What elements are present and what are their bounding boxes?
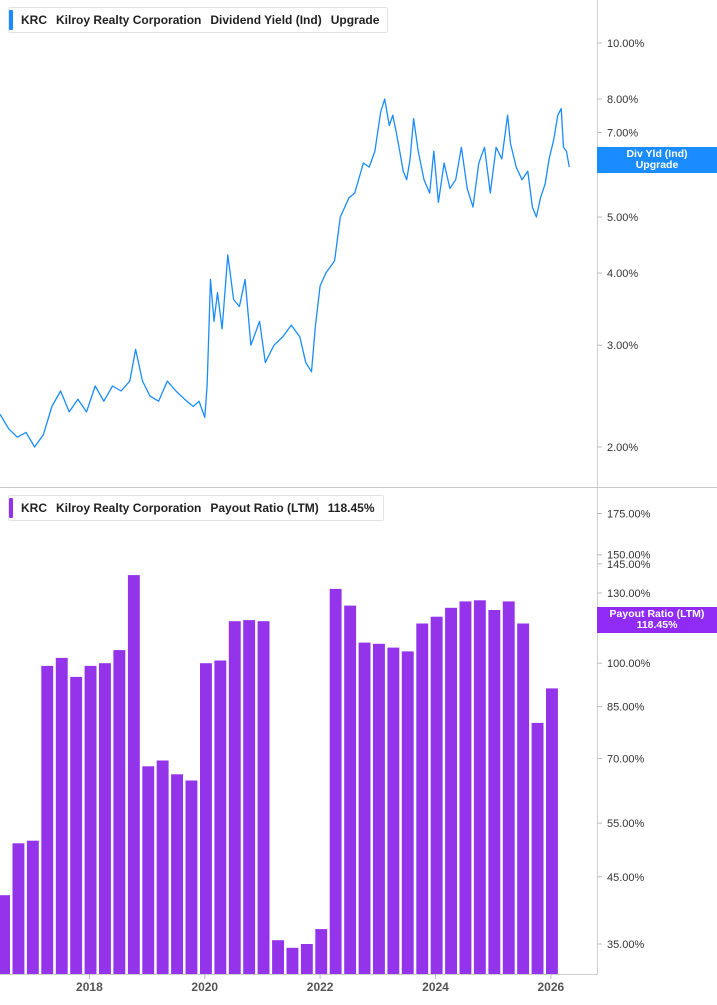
payout-ratio-bar [185,780,198,974]
payout-ratio-bar [84,665,97,974]
y-tick-label: 7.00% [607,128,638,140]
flag-title: Div Yld (Ind) [626,148,688,160]
dividend-yield-legend[interactable]: KRC Kilroy Realty Corporation Dividend Y… [8,7,389,33]
payout-ratio-bar [214,660,227,974]
dividend-yield-chart: 2.00% 3.00% 4.00% 5.00% 7.00% 8.00% 10.00% [0,0,645,488]
payout-ratio-bar [243,620,256,974]
y-tick-label: 2.00% [607,442,638,454]
company-name: Kilroy Realty Corporation [56,501,202,515]
payout-ratio-chart: 35.00% 45.00% 55.00% 70.00% 85.00% 100.00% 130… [0,488,651,994]
dividend-yield-line [0,98,570,448]
payout-ratio-bar [127,575,140,974]
y-tick-label: 145.00% [607,559,651,571]
flag-title: Payout Ratio (LTM) [609,608,705,620]
payout-ratio-bar [142,766,155,974]
payout-ratio-bar [502,601,515,974]
payout-ratio-bar [473,600,486,974]
payout-ratio-legend[interactable]: KRC Kilroy Realty Corporation Payout Rat… [8,495,384,521]
company-name: Kilroy Realty Corporation [56,13,202,27]
payout-ratio-bar [315,929,328,974]
x-tick-label: 2024 [422,980,449,994]
x-tick-label: 2018 [76,980,103,994]
payout-ratio-bar [12,843,25,974]
y-tick-label: 5.00% [607,212,638,224]
payout-ratio-bar [41,665,54,974]
payout-ratio-bar [171,774,183,974]
payout-ratio-bar [156,760,169,974]
payout-ratio-bar [228,621,241,974]
y-tick-label: 100.00% [607,658,651,670]
payout-ratio-bar [26,840,39,974]
ticker-label: KRC [21,13,47,27]
metric-name: Payout Ratio (LTM) [210,501,319,515]
payout-ratio-bar [430,616,443,974]
payout-ratio-bar [459,601,472,974]
metric-name: Dividend Yield (Ind) [210,13,322,27]
payout-ratio-bar [272,940,284,974]
y-tick-label: 175.00% [607,509,651,521]
y-tick-label: 45.00% [607,872,645,884]
payout-ratio-bar [113,650,126,974]
payout-ratio-bar [0,895,10,974]
payout-ratio-bar [55,657,68,974]
payout-ratio-bar [99,663,111,974]
y-tick-label: 4.00% [607,268,638,280]
y-tick-label: 35.00% [607,939,645,951]
payout-ratio-bar [531,722,544,974]
y-tick-label: 130.00% [607,588,651,600]
payout-ratio-bar [70,676,83,974]
payout-ratio-bar [401,651,414,974]
x-tick-label: 2020 [191,980,218,994]
x-tick-label: 2026 [538,980,565,994]
y-tick-label: 55.00% [607,818,645,830]
y-tick-label: 85.00% [607,702,645,714]
ticker-label: KRC [21,501,47,515]
y-tick-label: 3.00% [607,340,638,352]
payout-ratio-bar [300,944,313,974]
y-tick-label: 70.00% [607,754,645,766]
dividend-yield-value-flag[interactable]: Div Yld (Ind) Upgrade [597,147,717,173]
x-tick-label: 2022 [307,980,334,994]
panel-divider [0,487,717,488]
flag-value: Upgrade [635,159,679,171]
payout-ratio-bar [286,947,299,974]
series-color-swatch [9,498,13,518]
metric-value: 118.45% [327,501,375,515]
y-tick-label: 8.00% [607,94,638,106]
y-tick-label: 150.00% [607,550,651,562]
payout-ratio-bar [416,623,429,974]
series-color-swatch [9,10,13,30]
payout-ratio-bar [329,588,342,974]
payout-ratio-bar [488,610,501,974]
y-tick-label: 10.00% [607,38,645,50]
upgrade-link[interactable]: Upgrade [330,13,380,27]
payout-ratio-bar [517,623,530,974]
payout-ratio-bar [257,621,270,974]
payout-ratio-bar [358,642,371,974]
payout-ratio-bar [344,605,357,974]
flag-value: 118.45% [636,619,678,631]
payout-ratio-value-flag: Payout Ratio (LTM) 118.45% [597,607,717,633]
payout-ratio-bar [546,688,558,974]
payout-ratio-bar [387,647,400,974]
payout-ratio-bar [373,643,385,974]
payout-ratio-bar [445,607,457,974]
payout-ratio-bar [200,663,212,974]
